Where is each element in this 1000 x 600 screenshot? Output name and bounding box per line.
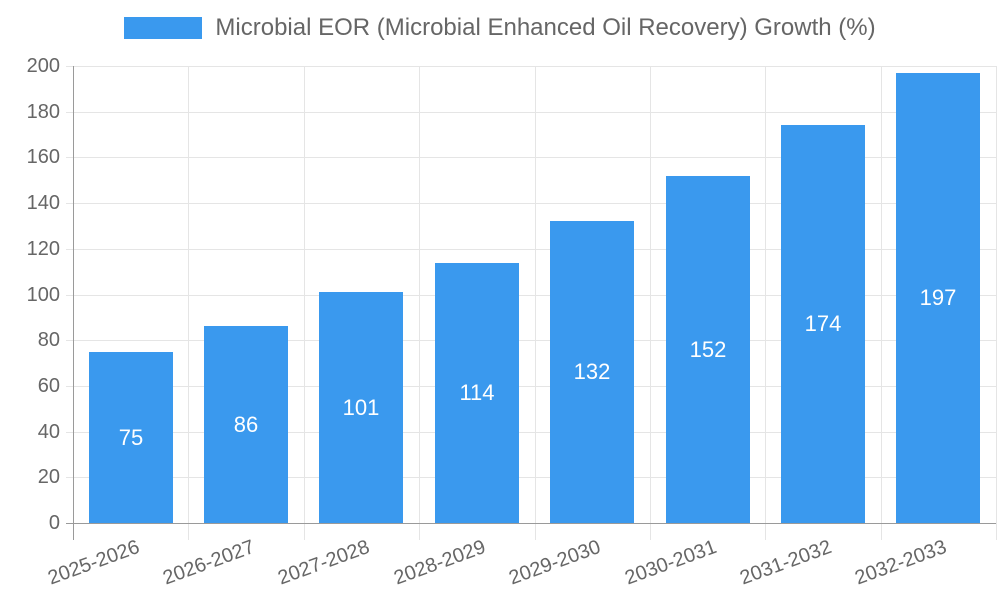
v-gridline [188, 66, 189, 540]
y-axis-tick [66, 340, 73, 341]
y-axis-tick [66, 295, 73, 296]
bar-value-label: 152 [689, 336, 727, 362]
y-axis-tick [66, 157, 73, 158]
h-gridline [73, 203, 996, 204]
v-gridline [996, 66, 997, 540]
h-gridline [73, 386, 996, 387]
y-axis-tick [66, 386, 73, 387]
y-axis-tick [66, 249, 73, 250]
h-gridline [73, 295, 996, 296]
h-gridline [73, 340, 996, 341]
y-tick-label: 40 [37, 421, 60, 443]
h-gridline [73, 66, 996, 67]
v-gridline [535, 66, 536, 540]
y-axis-tick [66, 203, 73, 204]
h-gridline [73, 112, 996, 113]
bar-value-label: 75 [118, 424, 144, 450]
chart-legend[interactable]: Microbial EOR (Microbial Enhanced Oil Re… [0, 14, 1000, 42]
bar[interactable]: 197 [896, 73, 980, 523]
bar-value-label: 86 [233, 411, 259, 437]
bar[interactable]: 101 [319, 292, 403, 523]
bar[interactable]: 152 [666, 176, 750, 523]
x-tick-label: 2031-2032 [737, 536, 835, 590]
bar[interactable]: 86 [204, 326, 288, 523]
v-gridline [765, 66, 766, 540]
x-tick-label: 2025-2026 [45, 536, 143, 590]
legend-label: Microbial EOR (Microbial Enhanced Oil Re… [215, 14, 876, 41]
y-tick-label: 60 [37, 375, 60, 397]
h-gridline [73, 477, 996, 478]
y-axis-tick [66, 112, 73, 113]
y-tick-label: 180 [26, 101, 60, 123]
y-tick-label: 0 [48, 512, 60, 534]
h-gridline [73, 432, 996, 433]
x-tick-label: 2030-2031 [622, 536, 720, 590]
x-tick-label: 2029-2030 [506, 536, 604, 590]
y-axis-tick [66, 432, 73, 433]
bar[interactable]: 75 [89, 352, 173, 523]
bar[interactable]: 174 [781, 125, 865, 523]
y-axis-tick [66, 66, 73, 67]
bar-value-label: 174 [804, 311, 842, 336]
legend-swatch-icon [124, 17, 203, 39]
bar-value-label: 114 [459, 380, 495, 405]
h-gridline [73, 249, 996, 250]
y-tick-label: 140 [26, 192, 60, 214]
bar-value-label: 132 [573, 359, 611, 384]
bar-value-label: 101 [342, 394, 380, 420]
y-tick-label: 160 [26, 146, 60, 168]
x-tick-label: 2028-2029 [391, 536, 489, 590]
bar[interactable]: 114 [435, 263, 519, 523]
v-gridline [650, 66, 651, 540]
h-gridline [73, 157, 996, 158]
x-tick-label: 2026-2027 [160, 536, 258, 590]
x-tick-label: 2027-2028 [275, 536, 373, 590]
y-axis-tick [66, 477, 73, 478]
y-tick-label: 120 [26, 238, 60, 260]
x-tick-label: 2032-2033 [852, 536, 950, 590]
y-tick-label: 20 [37, 466, 60, 488]
v-gridline [419, 66, 420, 540]
y-tick-label: 80 [37, 329, 60, 351]
y-tick-label: 200 [26, 55, 60, 77]
bar-value-label: 197 [919, 285, 957, 310]
y-tick-label: 100 [26, 284, 60, 306]
y-axis-line [73, 66, 74, 540]
v-gridline [304, 66, 305, 540]
x-axis-line [66, 523, 996, 524]
v-gridline [881, 66, 882, 540]
bar[interactable]: 132 [550, 221, 634, 523]
